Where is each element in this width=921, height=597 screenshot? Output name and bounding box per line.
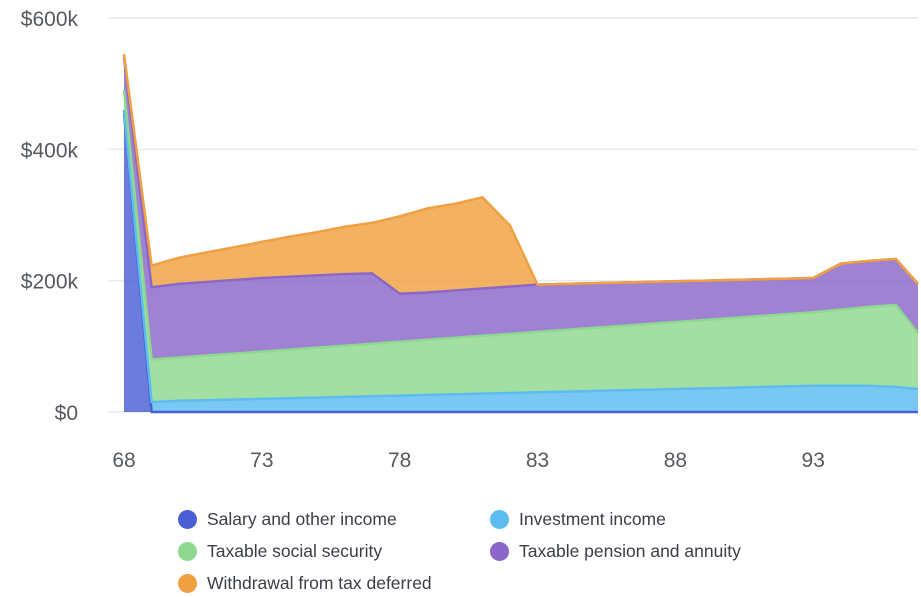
axis-labels: $0 $200k $400k $600k 68 73 78 83 88 93 — [21, 8, 825, 472]
x-tick-label-1: 73 — [250, 449, 273, 472]
legend-marker-tax-deferred — [178, 573, 197, 593]
x-tick-label-2: 78 — [388, 449, 411, 472]
legend-item-salary[interactable]: Salary and other income — [178, 508, 490, 530]
area-taxable-social-security[interactable] — [124, 90, 918, 403]
chart-legend: Salary and other income Investment incom… — [178, 508, 878, 594]
area-taxable-pension-and-annuity[interactable] — [124, 57, 918, 360]
line-salary-and-other-income — [122, 113, 918, 414]
legend-item-investment[interactable]: Investment income — [490, 508, 810, 530]
legend-label-pension: Taxable pension and annuity — [519, 540, 741, 561]
y-tick-label-3: $600k — [21, 8, 79, 31]
y-tick-label-1: $200k — [21, 271, 79, 294]
x-tick-label-4: 88 — [664, 449, 687, 472]
legend-label-investment: Investment income — [519, 508, 666, 529]
legend-marker-pension — [490, 541, 509, 561]
legend-item-tax-deferred[interactable]: Withdrawal from tax deferred — [178, 572, 490, 594]
legend-marker-social-security — [178, 541, 197, 561]
legend-label-salary: Salary and other income — [207, 508, 397, 529]
line-withdrawal-from-tax-deferred — [122, 53, 919, 286]
line-investment-income — [122, 109, 919, 404]
legend-marker-salary — [178, 509, 197, 529]
legend-marker-investment — [490, 509, 509, 529]
legend-label-tax-deferred: Withdrawal from tax deferred — [207, 572, 432, 593]
stacked-area-chart: $0 $200k $400k $600k 68 73 78 83 88 93 — [21, 8, 919, 472]
area-series-layer — [124, 54, 918, 413]
series-line-layer — [122, 53, 919, 414]
x-tick-label-5: 93 — [802, 449, 825, 472]
legend-item-social-security[interactable]: Taxable social security — [178, 540, 490, 562]
x-tick-label-0: 68 — [112, 449, 135, 472]
x-tick-label-3: 83 — [526, 449, 549, 472]
area-withdrawal-from-tax-deferred[interactable] — [124, 54, 918, 294]
y-tick-label-0: $0 — [55, 402, 78, 425]
legend-label-social-security: Taxable social security — [207, 540, 383, 561]
line-taxable-social-security — [122, 90, 919, 361]
y-tick-label-2: $400k — [21, 139, 79, 162]
legend-item-pension[interactable]: Taxable pension and annuity — [490, 540, 810, 562]
